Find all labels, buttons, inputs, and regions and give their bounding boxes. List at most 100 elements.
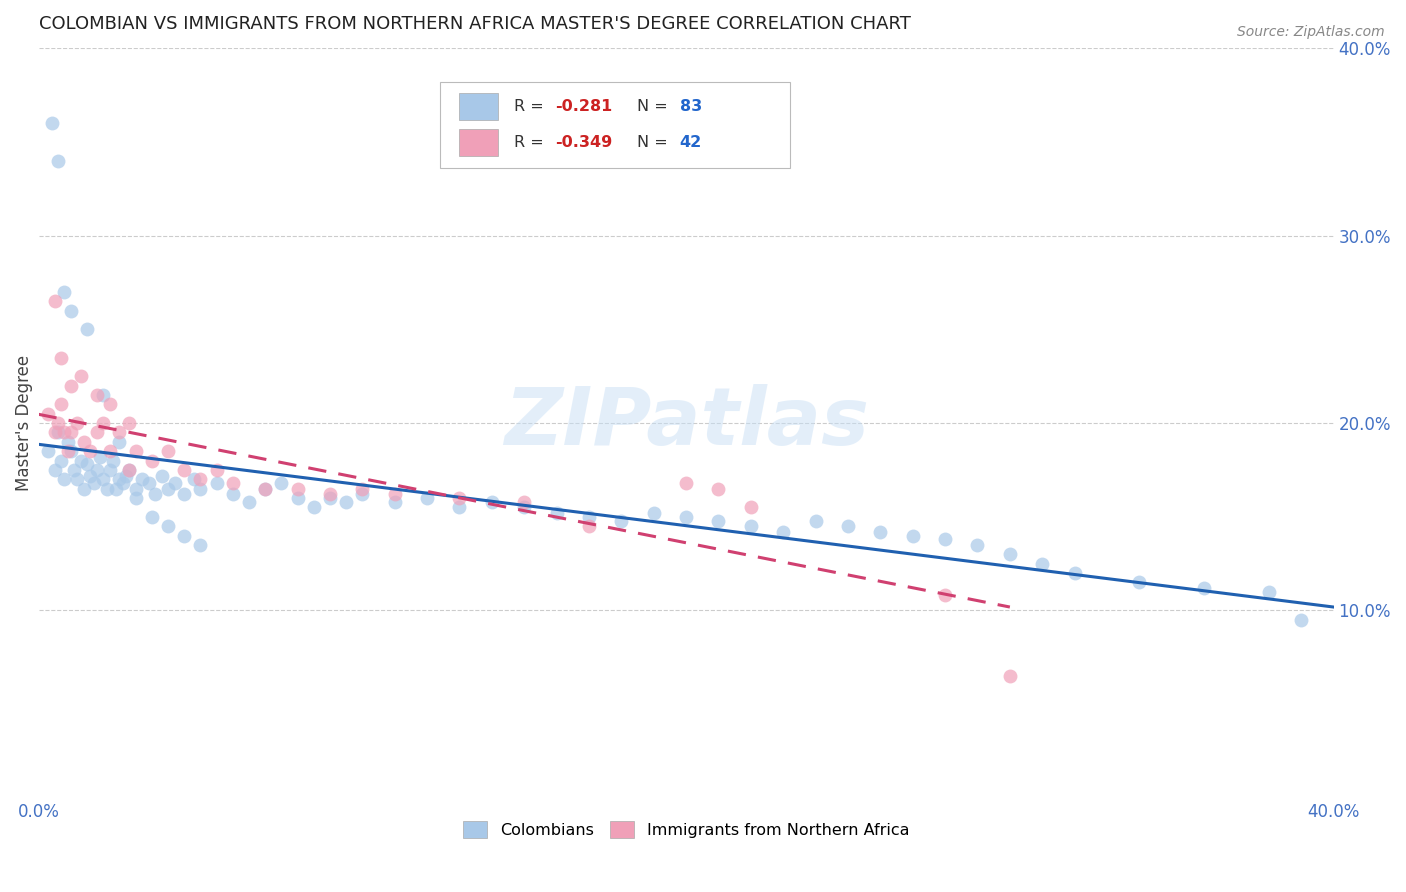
Point	[205, 463, 228, 477]
Point	[998, 547, 1021, 561]
Point	[138, 476, 160, 491]
Point	[150, 468, 173, 483]
Point	[513, 495, 536, 509]
Point	[513, 500, 536, 515]
Text: N =: N =	[637, 99, 672, 114]
Point	[118, 463, 141, 477]
Point	[53, 285, 76, 299]
Text: R =: R =	[513, 99, 548, 114]
Point	[44, 294, 66, 309]
Text: COLOMBIAN VS IMMIGRANTS FROM NORTHERN AFRICA MASTER'S DEGREE CORRELATION CHART: COLOMBIAN VS IMMIGRANTS FROM NORTHERN AF…	[38, 15, 911, 33]
Legend: Colombians, Immigrants from Northern Africa: Colombians, Immigrants from Northern Afr…	[456, 814, 917, 846]
Point	[46, 425, 69, 440]
Point	[86, 463, 108, 477]
Point	[37, 407, 59, 421]
Point	[108, 434, 131, 449]
Point	[157, 519, 180, 533]
Text: 42: 42	[679, 136, 702, 151]
Point	[163, 476, 186, 491]
Point	[287, 482, 309, 496]
Point	[966, 538, 988, 552]
Point	[46, 416, 69, 430]
Point	[89, 450, 111, 464]
Point	[254, 482, 277, 496]
Point	[740, 500, 762, 515]
Point	[111, 476, 134, 491]
Point	[59, 378, 82, 392]
Point	[384, 487, 406, 501]
Text: -0.349: -0.349	[555, 136, 613, 151]
Point	[643, 506, 665, 520]
Point	[46, 153, 69, 168]
Point	[1031, 557, 1053, 571]
Point	[222, 487, 245, 501]
Point	[101, 453, 124, 467]
Point	[83, 476, 105, 491]
Point	[86, 425, 108, 440]
Point	[998, 669, 1021, 683]
Point	[546, 506, 568, 520]
Point	[66, 416, 89, 430]
Point	[141, 509, 163, 524]
Point	[707, 514, 730, 528]
Point	[131, 472, 153, 486]
Point	[205, 476, 228, 491]
Point	[108, 472, 131, 486]
Point	[1257, 584, 1279, 599]
Point	[98, 397, 121, 411]
Point	[79, 468, 101, 483]
Point	[190, 538, 212, 552]
Text: R =: R =	[513, 136, 548, 151]
Point	[238, 495, 260, 509]
Point	[66, 472, 89, 486]
Text: ZIPatlas: ZIPatlas	[503, 384, 869, 462]
Text: Source: ZipAtlas.com: Source: ZipAtlas.com	[1237, 25, 1385, 39]
Point	[63, 463, 86, 477]
Point	[578, 519, 600, 533]
Point	[91, 472, 114, 486]
Point	[53, 472, 76, 486]
Point	[51, 397, 73, 411]
Point	[675, 476, 697, 491]
Point	[157, 482, 180, 496]
Point	[44, 463, 66, 477]
Point	[190, 472, 212, 486]
Point	[183, 472, 205, 486]
Point	[41, 116, 63, 130]
Point	[173, 528, 195, 542]
Point	[53, 425, 76, 440]
FancyBboxPatch shape	[440, 82, 790, 169]
Point	[610, 514, 633, 528]
Point	[157, 444, 180, 458]
Point	[302, 500, 325, 515]
Point	[319, 491, 342, 505]
Point	[1291, 613, 1313, 627]
Point	[384, 495, 406, 509]
Point	[772, 524, 794, 539]
Point	[69, 453, 91, 467]
Point	[740, 519, 762, 533]
Point	[1128, 575, 1150, 590]
Point	[319, 487, 342, 501]
Point	[86, 388, 108, 402]
Point	[96, 482, 118, 496]
Point	[91, 416, 114, 430]
Point	[222, 476, 245, 491]
Point	[869, 524, 891, 539]
Point	[56, 444, 79, 458]
Point	[51, 351, 73, 365]
Text: N =: N =	[637, 136, 672, 151]
Point	[287, 491, 309, 505]
Point	[190, 482, 212, 496]
Point	[141, 453, 163, 467]
Point	[578, 509, 600, 524]
Point	[79, 444, 101, 458]
Point	[934, 533, 956, 547]
Point	[115, 468, 138, 483]
Point	[125, 482, 148, 496]
Point	[1063, 566, 1085, 580]
Point	[804, 514, 827, 528]
Point	[707, 482, 730, 496]
Point	[73, 434, 96, 449]
Bar	[460, 129, 498, 156]
